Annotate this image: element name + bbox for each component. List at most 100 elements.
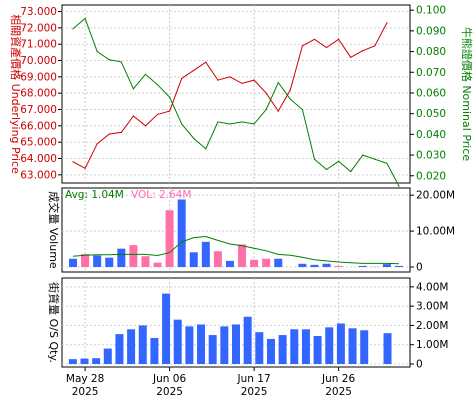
os-bar xyxy=(232,324,240,364)
y-left-tick-label: 66.000 xyxy=(20,120,57,132)
x-tick-year: 2025 xyxy=(156,386,183,398)
volume-bar xyxy=(334,265,343,267)
os-tick-label: 3.00M xyxy=(416,301,448,313)
volume-tick-label: 10.00M xyxy=(416,226,455,238)
x-tick-year: 2025 xyxy=(241,386,268,398)
y-left-tick-label: 69.000 xyxy=(20,71,57,83)
underlying-point xyxy=(338,38,340,40)
os-bar xyxy=(301,329,310,364)
nominal-point xyxy=(325,168,328,171)
underlying-point xyxy=(169,110,171,112)
underlying-point xyxy=(193,69,195,71)
volume-bar xyxy=(81,254,90,267)
os-bar xyxy=(313,336,322,364)
underlying-point xyxy=(277,110,279,112)
y-left-tick-label: 67.000 xyxy=(20,104,57,116)
os-axis-title: 街貨量 O/S Qty. xyxy=(47,282,61,363)
y-left-tick-label: 64.000 xyxy=(20,153,57,165)
volume-bar xyxy=(129,245,138,267)
y-right-tick-label: 0.090 xyxy=(416,25,446,37)
nominal-point xyxy=(398,185,400,187)
os-tick-label: 0 xyxy=(416,359,423,371)
nominal-point xyxy=(277,82,279,84)
underlying-point xyxy=(156,113,159,116)
nominal-point xyxy=(96,50,98,53)
os-bar xyxy=(68,359,77,364)
volume-bar xyxy=(310,264,319,267)
volume-bar xyxy=(250,259,259,267)
volume-tick-label: 20.00M xyxy=(416,190,455,202)
os-bar xyxy=(150,337,159,364)
volume-bar xyxy=(165,210,174,267)
nominal-point xyxy=(350,171,352,173)
y-left-tick-label: 73.000 xyxy=(20,6,57,18)
os-bar xyxy=(162,293,171,364)
underlying-point xyxy=(313,38,316,40)
nominal-point xyxy=(362,154,364,156)
os-bar xyxy=(360,330,369,364)
x-tick-year: 2025 xyxy=(325,386,352,398)
y-right-axis-title: 牛熊證價格 Nominal Price xyxy=(460,27,474,162)
os-bar xyxy=(255,332,264,364)
volume-bar xyxy=(177,199,186,267)
os-bar xyxy=(325,327,334,364)
x-tick-date: Jun 26 xyxy=(321,373,355,385)
os-bar xyxy=(92,358,101,364)
y-right-tick-label: 0.060 xyxy=(416,87,446,99)
nominal-point xyxy=(338,160,340,162)
nominal-point xyxy=(156,84,159,86)
volume-bar xyxy=(274,258,283,267)
underlying-point xyxy=(120,131,122,133)
volume-bar xyxy=(153,262,162,267)
volume-bar xyxy=(201,241,210,267)
underlying-point xyxy=(84,167,86,169)
nominal-point xyxy=(193,137,195,140)
underlying-point xyxy=(72,161,74,163)
os-bar xyxy=(266,338,275,364)
underlying-point xyxy=(362,50,364,52)
volume-bar xyxy=(189,252,198,267)
os-tick-label: 4.00M xyxy=(416,281,448,293)
volume-bar xyxy=(322,263,331,267)
os-bar xyxy=(278,335,287,364)
nominal-point xyxy=(386,162,388,164)
nominal-point xyxy=(289,98,291,100)
y-left-axis-title: 相關資產價格 Underlying Price xyxy=(9,14,23,174)
os-bar xyxy=(127,329,136,364)
panel-frame-1 xyxy=(61,4,411,184)
volume-bar xyxy=(141,256,150,267)
x-tick-year: 2025 xyxy=(72,386,99,398)
y-right-tick-label: 0.030 xyxy=(416,150,446,162)
volume-axis-title: 成交量 Volume xyxy=(47,191,61,269)
nominal-point xyxy=(132,88,134,90)
nominal-price-line xyxy=(72,17,400,187)
underlying-point xyxy=(144,125,147,127)
underlying-point xyxy=(350,56,352,58)
y-right-tick-label: 0.020 xyxy=(416,170,446,182)
os-bar xyxy=(220,326,229,364)
volume-average-line xyxy=(72,235,400,265)
os-bar xyxy=(243,316,252,364)
underlying-point xyxy=(181,77,183,80)
underlying-point xyxy=(301,45,303,47)
nominal-point xyxy=(301,108,303,111)
x-tick-date: May 28 xyxy=(66,373,104,385)
underlying-point xyxy=(229,76,231,78)
y-left-tick-label: 63.000 xyxy=(20,169,57,181)
volume-bar xyxy=(358,265,367,267)
underlying-point xyxy=(374,45,376,47)
volume-bar xyxy=(225,260,234,267)
os-bar xyxy=(115,334,124,364)
volume-bar xyxy=(117,248,126,267)
nominal-point xyxy=(120,61,122,63)
nominal-point xyxy=(374,158,376,160)
nominal-point xyxy=(265,108,267,111)
underlying-point xyxy=(289,89,291,91)
x-tick-date: Jun 06 xyxy=(152,373,186,385)
os-tick-label: 2.00M xyxy=(416,320,448,332)
nominal-point xyxy=(205,148,207,150)
y-right-tick-label: 0.070 xyxy=(416,67,446,79)
os-bar xyxy=(336,323,345,364)
nominal-point xyxy=(253,123,255,125)
volume-bar xyxy=(213,251,222,267)
